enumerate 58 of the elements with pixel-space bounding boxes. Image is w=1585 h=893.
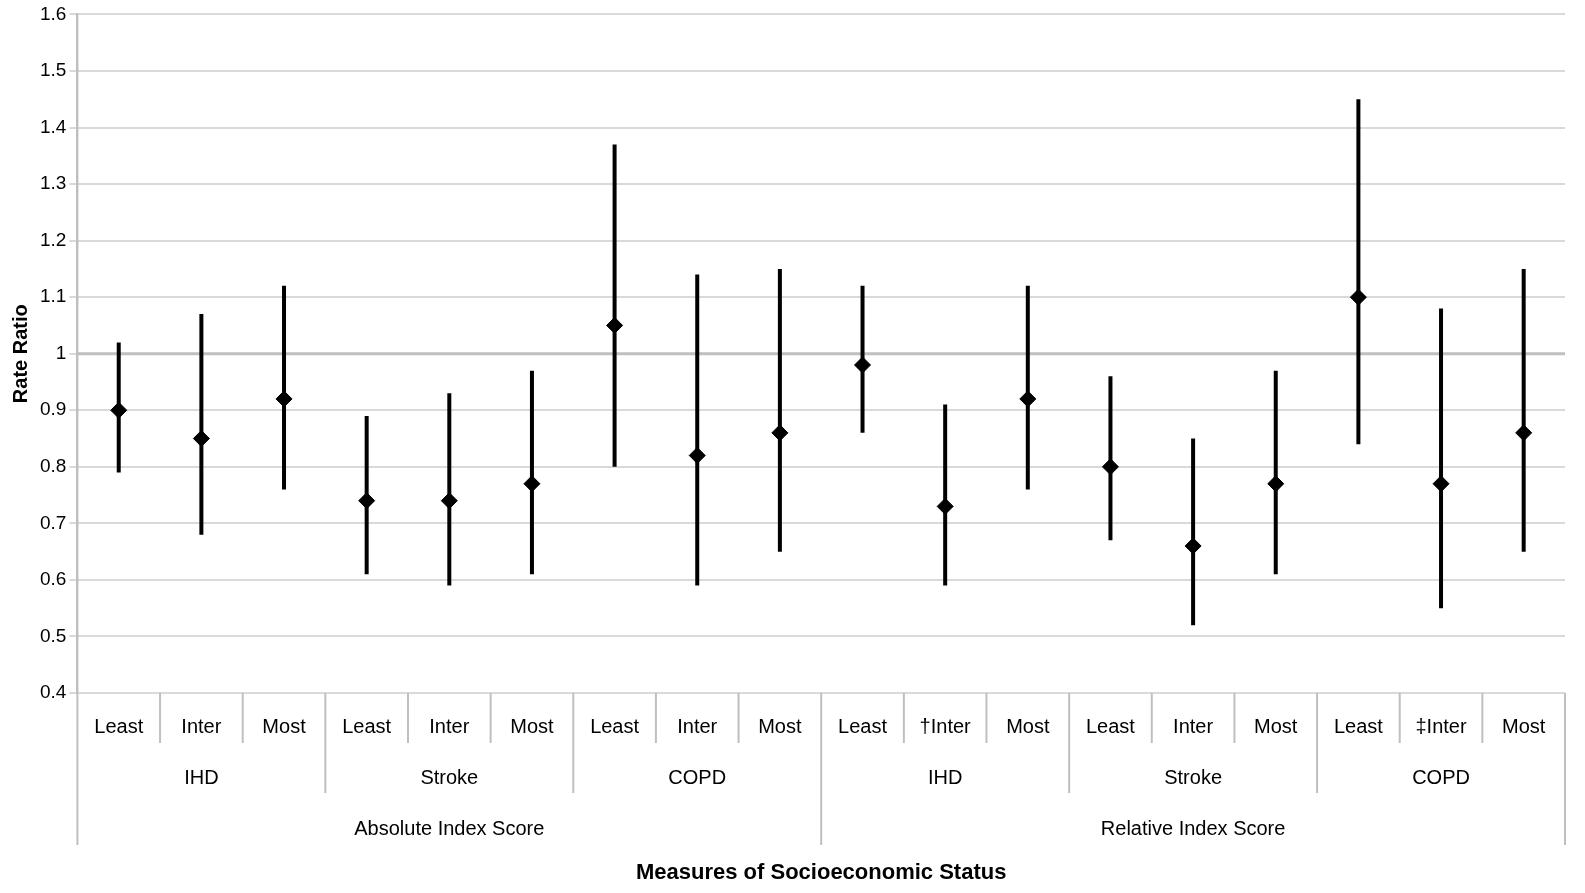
x-tick-label: Most (1254, 714, 1298, 737)
x-tick-label: Most (510, 714, 555, 737)
point (1349, 288, 1367, 306)
point (936, 497, 954, 515)
y-tick-label: 1 (55, 341, 67, 363)
text: Absolute Index Score (354, 816, 545, 839)
point (771, 424, 789, 442)
point (688, 446, 706, 464)
y-tick-label: 1.2 (39, 228, 67, 250)
text: COPD (668, 765, 727, 788)
text: Stroke (420, 765, 479, 788)
x-tick-label: Inter (181, 714, 222, 737)
y-axis-title: Rate Ratio (8, 304, 31, 404)
y-tick-label: 0.5 (39, 624, 67, 646)
x-tick-label: Least (1333, 714, 1384, 737)
text: COPD (1412, 765, 1470, 788)
point (1184, 537, 1202, 555)
text: Measures of Socioeconomic Status (635, 859, 1007, 885)
text: Relative Index Score (1100, 816, 1286, 839)
x-tick-label: Most (1502, 714, 1546, 737)
y-tick-label: 0.9 (39, 398, 67, 420)
y-tick-label: 1.3 (39, 172, 67, 194)
point (110, 401, 128, 419)
point (1019, 390, 1037, 408)
point (358, 492, 376, 510)
y-tick-label: 0.4 (39, 681, 67, 703)
point (192, 430, 210, 448)
x-tick-label: Inter (677, 714, 718, 737)
text: IHD (927, 765, 963, 788)
text: IHD (184, 765, 219, 788)
y-tick-label: 0.8 (39, 455, 67, 477)
point (1101, 458, 1119, 476)
point (854, 356, 872, 374)
x-tick-label: Most (758, 714, 802, 737)
x-tick-label: Least (1085, 714, 1136, 737)
y-tick-label: 1.1 (39, 285, 67, 307)
y-tick-label: 1.4 (39, 115, 67, 137)
point (523, 475, 541, 493)
point (1515, 424, 1533, 442)
x-tick-label: Inter (429, 714, 470, 737)
y-tick-label: 1.5 (39, 59, 67, 81)
point (1432, 475, 1450, 493)
point (606, 316, 624, 334)
x-tick-label: Most (1006, 714, 1050, 737)
x-tick-label: Least (838, 714, 888, 737)
text: Stroke (1164, 765, 1223, 788)
x-tick-label: Least (94, 714, 144, 737)
y-tick-label: 0.6 (39, 568, 67, 590)
point (1267, 475, 1285, 493)
x-tick-label: †Inter (919, 714, 972, 737)
y-tick-label: 1.6 (39, 2, 67, 24)
y-tick-label: 0.7 (39, 511, 67, 533)
x-tick-label: ‡Inter (1415, 714, 1467, 737)
x-tick-label: Least (342, 714, 392, 737)
point (440, 492, 458, 510)
x-tick-label: Inter (1173, 714, 1214, 737)
x-tick-label: Most (262, 714, 307, 737)
x-tick-label: Least (590, 714, 640, 737)
